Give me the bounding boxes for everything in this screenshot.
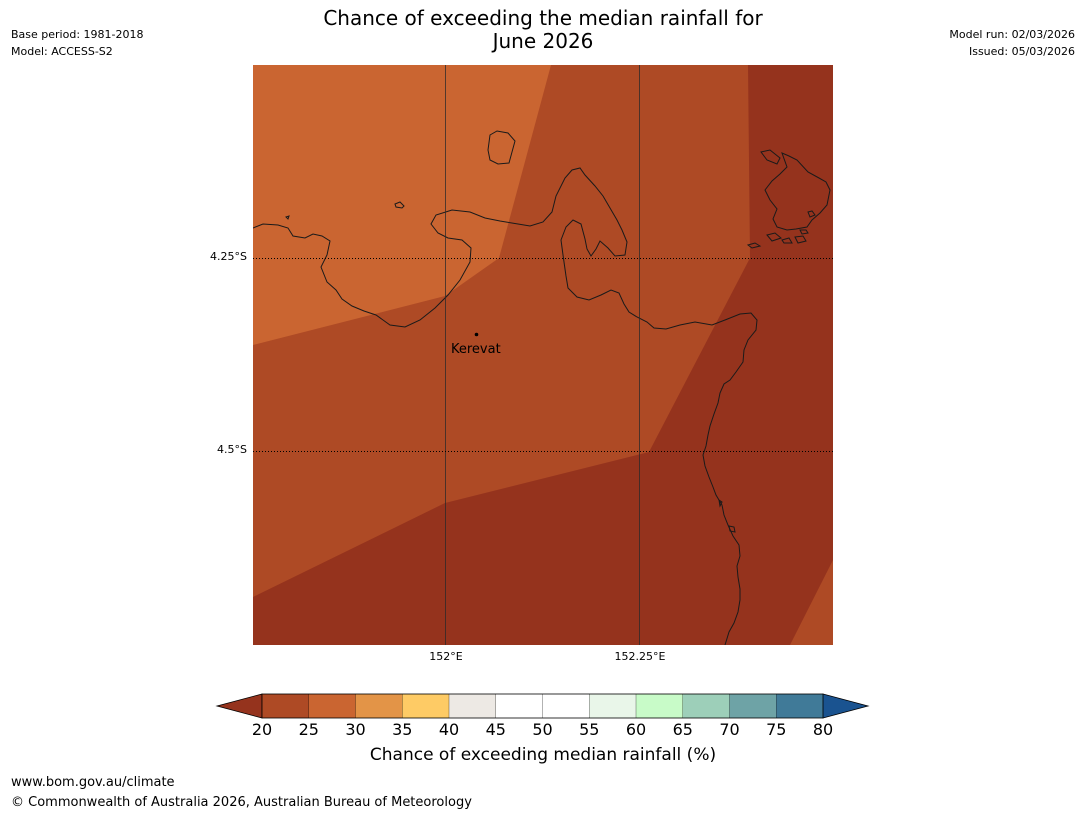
colorbar-bin-70-75: [729, 694, 777, 718]
model-text: Model: ACCESS-S2: [11, 45, 113, 58]
lon-label-152-25: 152.25°E: [614, 650, 666, 663]
lat-label-4-25: 4.25°S: [210, 250, 247, 263]
colorbar-tick-label: 75: [766, 720, 787, 739]
colorbar-bin-45-50: [495, 694, 543, 718]
base-period-text: Base period: 1981-2018: [11, 28, 144, 41]
colorbar-bin-60-65: [636, 694, 684, 718]
colorbar-tick-label: 80: [812, 720, 834, 739]
colorbar: [215, 693, 870, 719]
footer-copyright: © Commonwealth of Australia 2026, Austra…: [11, 795, 472, 810]
colorbar-bin-55-60: [589, 694, 637, 718]
colorbar-tick-label: 60: [625, 720, 647, 739]
colorbar-tick-label: 40: [438, 720, 460, 739]
colorbar-bin-75-80: [776, 694, 824, 718]
colorbar-tick-label: 55: [579, 720, 600, 739]
meta-right: Model run: 02/03/2026 Issued: 05/03/2026: [949, 26, 1075, 60]
colorbar-outline: [261, 693, 824, 719]
probability-field: [253, 65, 833, 645]
colorbar-over-arrow: [822, 693, 870, 719]
colorbar-bin-50-55: [542, 694, 590, 718]
kerevat-marker: [474, 332, 479, 337]
colorbar-tick-label: 35: [392, 720, 413, 739]
colorbar-tick-label: 65: [672, 720, 693, 739]
region-20-25-corner: [790, 560, 833, 645]
issued-text: Issued: 05/03/2026: [968, 45, 1075, 58]
colorbar-bin-40-45: [449, 694, 497, 718]
map-title-line1: Chance of exceeding the median rainfall …: [323, 6, 763, 30]
colorbar-bin-25-30: [308, 694, 356, 718]
lat-label-4-5: 4.5°S: [217, 443, 247, 456]
map-title: Chance of exceeding the median rainfall …: [243, 7, 843, 53]
footer-url[interactable]: www.bom.gov.au/climate: [11, 775, 175, 790]
colorbar-tick-label: 20: [251, 720, 273, 739]
map-title-line2: June 2026: [492, 29, 594, 53]
colorbar-tick-label: 25: [298, 720, 319, 739]
colorbar-tick-label: 70: [719, 720, 740, 739]
colorbar-bin-20-25: [262, 694, 310, 718]
colorbar-tick-label: 50: [532, 720, 553, 739]
colorbar-bin-30-35: [355, 694, 403, 718]
colorbar-bin-65-70: [682, 694, 730, 718]
meta-left: Base period: 1981-2018 Model: ACCESS-S2: [11, 26, 143, 60]
graticule: [253, 65, 833, 645]
model-run-text: Model run: 02/03/2026: [949, 28, 1075, 41]
colorbar-tick-label: 30: [345, 720, 366, 739]
lon-label-152: 152°E: [429, 650, 463, 663]
region-25-30: [253, 65, 551, 345]
place-label-kerevat: Kerevat: [451, 342, 501, 357]
coastline: [253, 130, 831, 645]
colorbar-bin-35-40: [402, 694, 450, 718]
colorbar-title: Chance of exceeding median rainfall (%): [369, 745, 717, 765]
colorbar-under-arrow: [215, 693, 263, 719]
colorbar-tick-label: 45: [485, 720, 506, 739]
